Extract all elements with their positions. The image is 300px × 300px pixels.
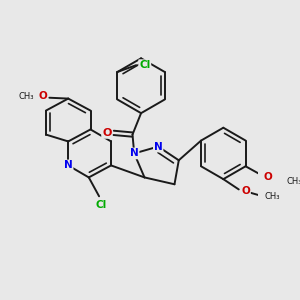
Text: CH₃: CH₃ bbox=[19, 92, 34, 100]
Text: Cl: Cl bbox=[139, 60, 150, 70]
Text: O: O bbox=[241, 186, 250, 196]
Text: O: O bbox=[102, 128, 112, 138]
Text: N: N bbox=[64, 160, 73, 170]
Text: O: O bbox=[38, 91, 47, 101]
Text: CH₃: CH₃ bbox=[287, 177, 300, 186]
Text: O: O bbox=[263, 172, 272, 182]
Text: N: N bbox=[130, 148, 139, 158]
Text: N: N bbox=[154, 142, 163, 152]
Text: Cl: Cl bbox=[95, 200, 106, 210]
Text: CH₃: CH₃ bbox=[265, 192, 280, 201]
